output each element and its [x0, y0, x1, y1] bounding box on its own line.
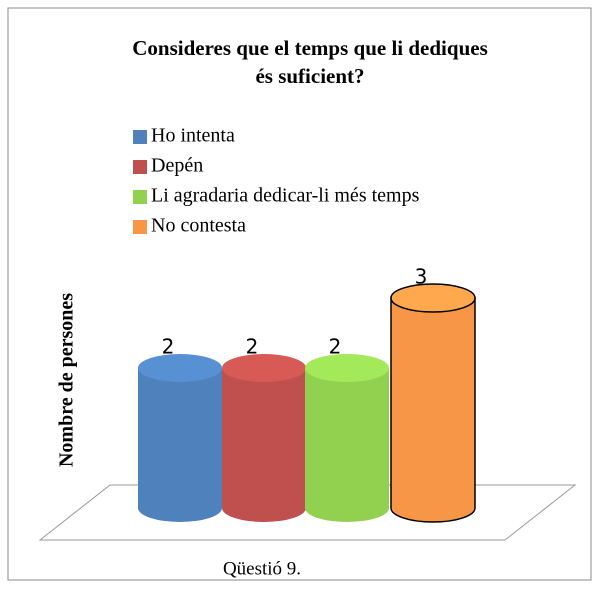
- chart-title: és suficient?: [255, 64, 364, 88]
- legend-label: Ho intenta: [151, 125, 235, 147]
- legend-label: No contesta: [151, 215, 246, 237]
- bar-body: [222, 368, 306, 522]
- legend-swatch: [133, 190, 147, 204]
- bar-body: [390, 297, 476, 523]
- data-label: 2: [162, 335, 175, 359]
- legend-swatch: [133, 130, 147, 144]
- x-tick-label: Qüestió 9.: [223, 558, 301, 579]
- bar-top: [305, 354, 389, 382]
- legend-label: Depén: [151, 155, 203, 177]
- data-label: 2: [329, 335, 342, 359]
- bar: [222, 354, 306, 522]
- bar: [138, 354, 222, 522]
- bar-body: [138, 368, 222, 522]
- chart-title: Consideres que el temps que li dediques: [132, 36, 488, 60]
- legend-swatch: [133, 220, 147, 234]
- bar-body: [305, 368, 389, 522]
- y-axis-label: Nombre de persones: [56, 293, 78, 467]
- bar: [305, 354, 389, 522]
- bar: [390, 283, 476, 523]
- legend-swatch: [133, 160, 147, 174]
- data-label: 2: [246, 335, 259, 359]
- bar-top: [390, 283, 476, 313]
- bar-top: [222, 354, 306, 382]
- data-label: 3: [415, 265, 428, 289]
- bar-top: [138, 354, 222, 382]
- floor: [38, 484, 577, 541]
- legend-label: Li agradaria dedicar-li més temps: [151, 185, 420, 207]
